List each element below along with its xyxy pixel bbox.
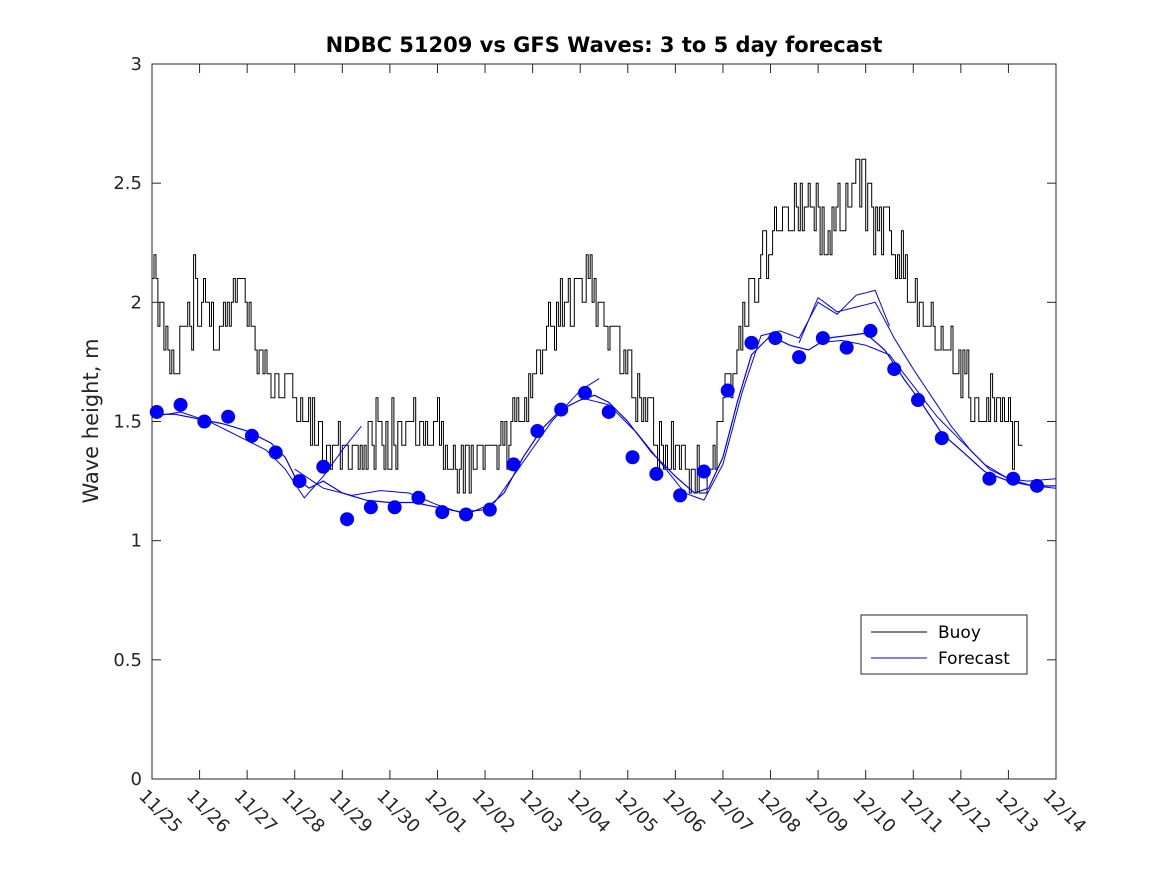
y-tick-label: 2.5: [113, 173, 142, 194]
forecast-marker: [887, 362, 902, 377]
forecast-marker: [911, 393, 926, 408]
forecast-marker: [173, 397, 188, 412]
forecast-marker: [744, 335, 759, 350]
forecast-marker: [340, 512, 355, 527]
forecast-marker: [815, 331, 830, 346]
forecast-marker: [625, 450, 640, 465]
forecast-marker: [696, 464, 711, 479]
forecast-marker: [149, 404, 164, 419]
forecast-marker: [554, 402, 569, 417]
forecast-marker: [792, 350, 807, 365]
forecast-marker: [482, 502, 497, 517]
forecast-marker: [411, 490, 426, 505]
forecast-marker: [197, 414, 212, 429]
y-tick-label: 3: [131, 54, 142, 75]
forecast-marker: [459, 507, 474, 522]
forecast-marker: [387, 500, 402, 515]
legend-buoy-label: Buoy: [938, 623, 981, 643]
forecast-run-line: [580, 289, 890, 501]
forecast-marker: [863, 323, 878, 338]
chart-title: NDBC 51209 vs GFS Waves: 3 to 5 day fore…: [326, 33, 883, 57]
forecast-marker: [649, 466, 664, 481]
forecast-marker: [839, 340, 854, 355]
forecast-marker: [720, 383, 735, 398]
forecast-marker: [1006, 471, 1021, 486]
forecast-marker: [768, 331, 783, 346]
forecast-marker: [506, 457, 521, 472]
y-tick-label: 1.5: [113, 412, 142, 433]
buoy-line: [152, 158, 1023, 494]
legend: Buoy Forecast: [860, 614, 1028, 675]
forecast-marker: [1029, 478, 1044, 493]
y-tick-label: 0: [131, 769, 142, 790]
forecast-marker: [363, 500, 378, 515]
legend-box: [860, 614, 1028, 675]
y-tick-label: 0.5: [113, 650, 142, 671]
forecast-marker: [673, 488, 688, 503]
forecast-marker: [435, 505, 450, 520]
forecast-marker: [601, 404, 616, 419]
legend-forecast-label: Forecast: [938, 649, 1010, 669]
forecast-marker: [292, 474, 307, 489]
forecast-marker: [316, 459, 331, 474]
y-axis-label: Wave height, m: [79, 338, 103, 503]
forecast-marker: [934, 431, 949, 446]
forecast-marker: [268, 445, 283, 460]
y-axis: 0 0.5 1 1.5 2 2.5 3: [113, 54, 1056, 790]
y-tick-label: 2: [131, 292, 142, 313]
forecast-marker: [530, 424, 545, 439]
y-tick-label: 1: [131, 531, 142, 552]
forecast-marker: [244, 428, 259, 443]
forecast-marker: [577, 385, 592, 400]
forecast-marker: [221, 409, 236, 424]
forecast-marker: [982, 471, 997, 486]
plot-area: [149, 63, 1057, 780]
